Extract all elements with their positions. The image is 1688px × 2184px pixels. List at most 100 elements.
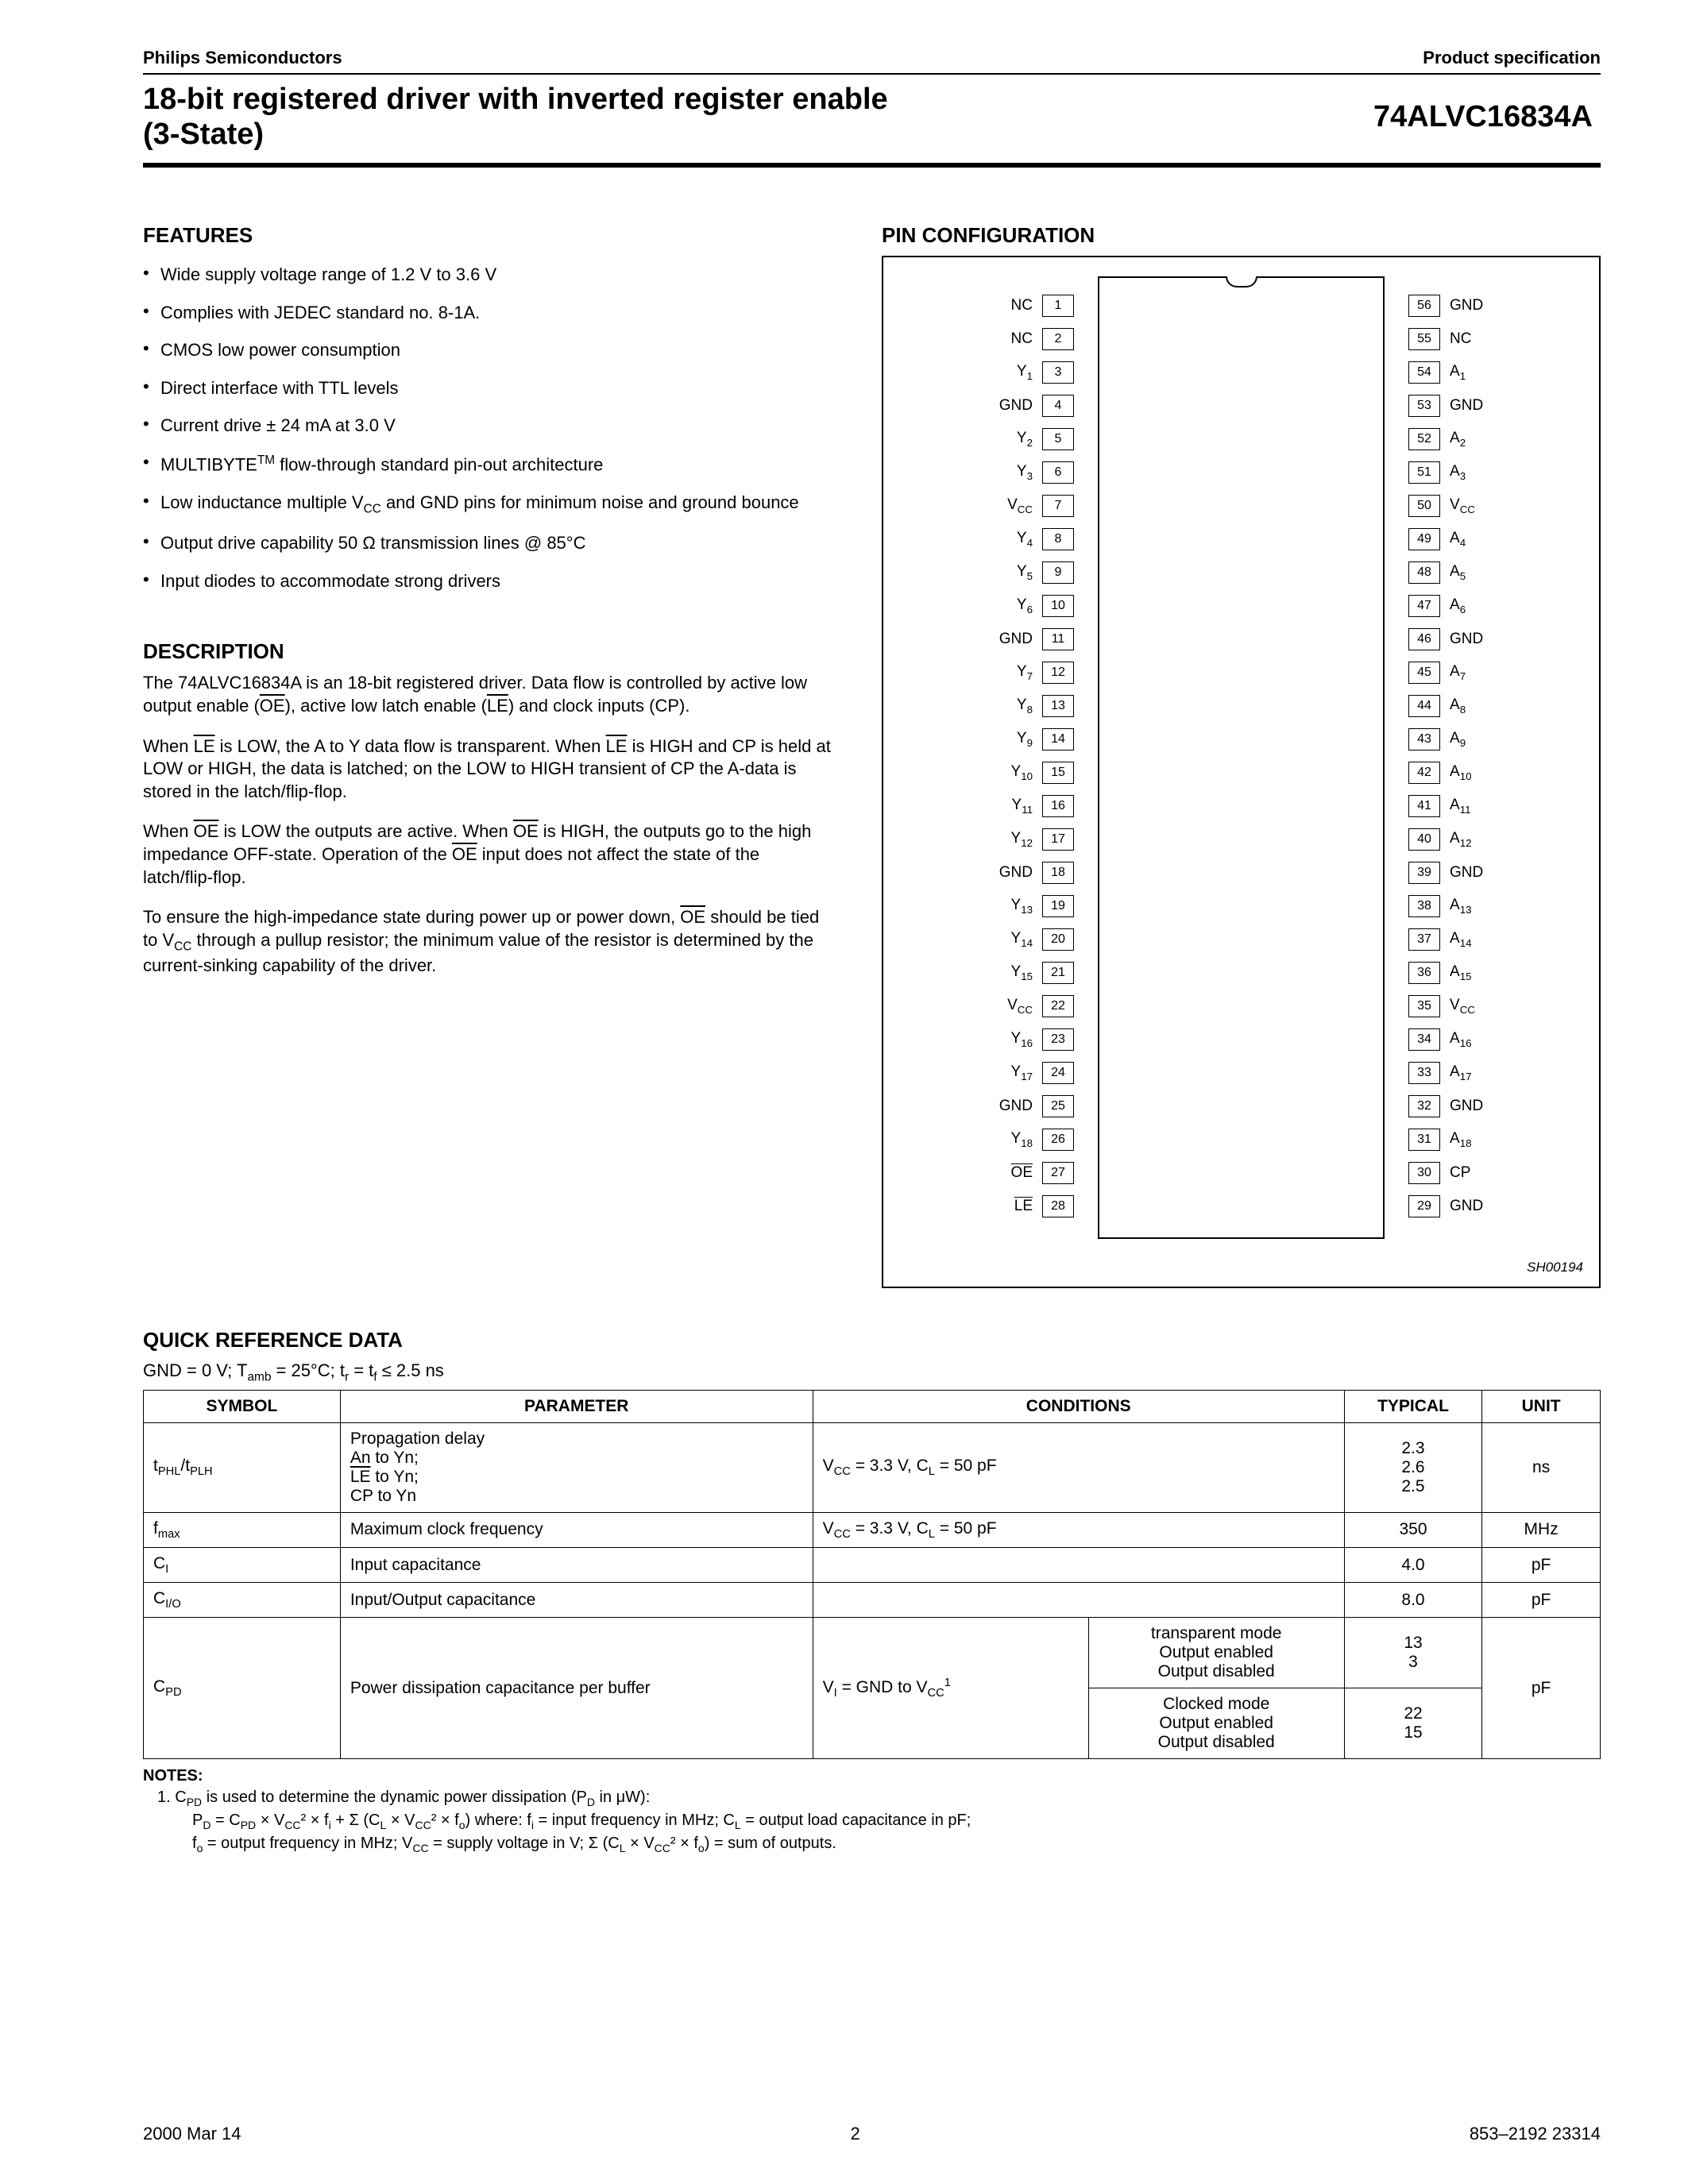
pin-row: 42A10 [1408, 756, 1496, 789]
pin-row: 38A13 [1408, 889, 1496, 923]
pin-row: 39GND [1408, 856, 1496, 889]
pin-number: 33 [1408, 1062, 1440, 1084]
pin-number: 50 [1408, 495, 1440, 517]
pin-row: 52A2 [1408, 423, 1496, 456]
pin-number: 15 [1042, 762, 1074, 784]
pin-number: 52 [1408, 428, 1440, 450]
table-row: CPD Power dissipation capacitance per bu… [144, 1618, 1601, 1688]
feature-item: Complies with JEDEC standard no. 8-1A. [143, 294, 834, 332]
pin-row: Y712 [987, 656, 1074, 689]
pin-label: Y5 [987, 563, 1042, 582]
pin-row: 48A5 [1408, 556, 1496, 589]
pin-number: 49 [1408, 528, 1440, 550]
pin-label: VCC [1440, 997, 1496, 1016]
pin-row: 35VCC [1408, 990, 1496, 1023]
footer-doc: 853–2192 23314 [1470, 2124, 1601, 2144]
pin-row: LE28 [987, 1190, 1074, 1223]
pin-number: 48 [1408, 561, 1440, 584]
pin-number: 37 [1408, 928, 1440, 951]
pin-label: NC [1440, 330, 1496, 348]
pin-number: 45 [1408, 662, 1440, 684]
footer-date: 2000 Mar 14 [143, 2124, 241, 2144]
pin-label: VCC [987, 997, 1042, 1016]
pin-row: Y1116 [987, 789, 1074, 823]
pin-label: NC [987, 297, 1042, 314]
pin-number: 46 [1408, 628, 1440, 650]
pin-number: 39 [1408, 862, 1440, 884]
pin-label: A15 [1440, 963, 1496, 982]
description-body: The 74ALVC16834A is an 18-bit registered… [143, 672, 834, 977]
pin-label: A2 [1440, 430, 1496, 449]
pin-label: VCC [1440, 496, 1496, 515]
features-list: Wide supply voltage range of 1.2 V to 3.… [143, 256, 834, 600]
pin-label: Y8 [987, 696, 1042, 716]
pin-number: 29 [1408, 1195, 1440, 1217]
pin-label: A4 [1440, 530, 1496, 549]
pin-label: GND [1440, 397, 1496, 415]
pin-row: Y1826 [987, 1123, 1074, 1156]
pin-label: A16 [1440, 1030, 1496, 1049]
pin-label: Y7 [987, 663, 1042, 682]
notes-heading: NOTES: [143, 1765, 1601, 1787]
pin-row: 53GND [1408, 389, 1496, 423]
pin-label: GND [1440, 297, 1496, 314]
pin-diagram: NC1NC2Y13GND4Y25Y36VCC7Y48Y59Y610GND11Y7… [882, 256, 1601, 1288]
pin-row: 46GND [1408, 623, 1496, 656]
th-conditions: CONDITIONS [813, 1390, 1344, 1422]
pin-number: 17 [1042, 828, 1074, 851]
pin-row: 54A1 [1408, 356, 1496, 389]
pin-label: A12 [1440, 830, 1496, 849]
pin-number: 26 [1042, 1129, 1074, 1151]
header-bar: Philips Semiconductors Product specifica… [143, 48, 1601, 75]
pin-label: Y16 [987, 1030, 1042, 1049]
pin-label: Y9 [987, 730, 1042, 749]
pin-row: 47A6 [1408, 589, 1496, 623]
note-1: 1. CPD is used to determine the dynamic … [143, 1787, 1601, 1856]
description-heading: DESCRIPTION [143, 639, 834, 664]
diagram-code: SH00194 [1527, 1260, 1583, 1275]
pin-number: 40 [1408, 828, 1440, 851]
qref-heading: QUICK REFERENCE DATA [143, 1328, 1601, 1352]
pin-row: 43A9 [1408, 723, 1496, 756]
pin-label: GND [1440, 1198, 1496, 1215]
pins-right: 56GND55NC54A153GND52A251A350VCC49A448A54… [1408, 289, 1496, 1223]
pin-row: 40A12 [1408, 823, 1496, 856]
pin-row: 29GND [1408, 1190, 1496, 1223]
pin-row: 56GND [1408, 289, 1496, 322]
pin-row: 30CP [1408, 1156, 1496, 1190]
pin-row: Y1724 [987, 1056, 1074, 1090]
pin-label: GND [987, 1098, 1042, 1115]
pin-number: 43 [1408, 728, 1440, 751]
pin-row: Y1319 [987, 889, 1074, 923]
pin-number: 5 [1042, 428, 1074, 450]
pin-number: 54 [1408, 361, 1440, 384]
pin-label: Y14 [987, 930, 1042, 949]
pin-row: 34A16 [1408, 1023, 1496, 1056]
pin-row: 44A8 [1408, 689, 1496, 723]
part-number: 74ALVC16834A [1373, 100, 1601, 134]
pin-number: 21 [1042, 962, 1074, 984]
pin-row: VCC22 [987, 990, 1074, 1023]
pin-number: 44 [1408, 695, 1440, 717]
pin-row: 32GND [1408, 1090, 1496, 1123]
pin-number: 18 [1042, 862, 1074, 884]
pin-number: 51 [1408, 461, 1440, 484]
pin-number: 16 [1042, 795, 1074, 817]
pin-label: Y6 [987, 596, 1042, 615]
pin-label: NC [987, 330, 1042, 348]
pin-number: 2 [1042, 328, 1074, 350]
pin-number: 36 [1408, 962, 1440, 984]
pin-row: GND25 [987, 1090, 1074, 1123]
pin-row: Y13 [987, 356, 1074, 389]
pin-number: 3 [1042, 361, 1074, 384]
feature-item: MULTIBYTETM flow-through standard pin-ou… [143, 445, 834, 484]
pin-number: 1 [1042, 295, 1074, 317]
pin-label: Y10 [987, 763, 1042, 782]
pin-number: 9 [1042, 561, 1074, 584]
th-typical: TYPICAL [1344, 1390, 1481, 1422]
pin-number: 4 [1042, 395, 1074, 417]
feature-item: Direct interface with TTL levels [143, 369, 834, 407]
pin-number: 41 [1408, 795, 1440, 817]
pin-number: 55 [1408, 328, 1440, 350]
pin-label: A8 [1440, 696, 1496, 716]
